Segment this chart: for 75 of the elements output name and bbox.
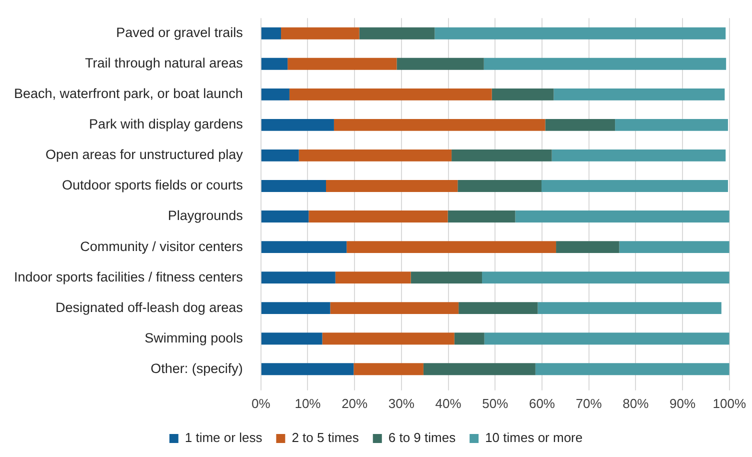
legend-label: 6 to 9 times (388, 430, 456, 446)
x-tick-label: 0% (251, 396, 271, 411)
bar (261, 272, 336, 284)
x-tick-label: 70% (576, 396, 602, 411)
y-tick-label: Other: (specify) (150, 360, 243, 376)
bar (288, 58, 397, 70)
bar (619, 241, 730, 253)
y-tick-label: Park with display gardens (89, 116, 244, 132)
bar (484, 332, 730, 345)
bar (308, 210, 448, 222)
x-tick-label: 30% (388, 396, 415, 411)
y-tick-label: Beach, waterfront park, or boat launch (14, 86, 243, 102)
y-tick-label: Swimming pools (144, 330, 244, 346)
y-tick-label: Paved or gravel trails (116, 25, 244, 40)
bar (554, 88, 725, 100)
bar (492, 88, 554, 100)
y-tick-label: Community / visitor centers (80, 238, 244, 254)
bar (535, 363, 730, 376)
y-tick-label: Designated off-leash dog areas (55, 300, 244, 315)
bar (448, 210, 516, 222)
bar (261, 150, 299, 162)
bar (423, 363, 536, 376)
x-tick-label: 50% (482, 396, 509, 411)
bar (261, 58, 288, 70)
bar (552, 150, 726, 162)
legend-label: 2 to 5 times (292, 430, 360, 446)
x-tick-label: 20% (342, 396, 368, 411)
x-tick-label: 80% (622, 396, 650, 411)
bar (261, 88, 290, 100)
bar (542, 180, 728, 192)
y-tick-label: Indoor sports facilities / fitness centers (14, 269, 244, 284)
bar (326, 180, 458, 192)
bar (261, 180, 326, 192)
bar (335, 272, 411, 284)
bar (261, 118, 334, 131)
bar (484, 58, 726, 70)
x-tick-label: 10% (294, 396, 322, 411)
bar (261, 27, 282, 40)
y-tick-label: Outdoor sports fields or courts (62, 178, 244, 193)
bar (458, 180, 542, 192)
bar (410, 272, 482, 284)
y-tick-label: Playgrounds (168, 208, 244, 224)
bar (359, 27, 435, 40)
bar (330, 302, 459, 314)
bar (298, 150, 452, 162)
bar (538, 302, 722, 314)
bar (322, 332, 454, 345)
legend-label: 1 time or less (184, 430, 263, 446)
bar (261, 210, 309, 222)
y-tick-label: Open areas for unstructured play (46, 147, 244, 162)
x-tick-label: 100% (712, 396, 746, 411)
bar (556, 241, 620, 253)
bar (334, 118, 546, 131)
bar (515, 210, 730, 222)
bar (458, 302, 538, 314)
bar (482, 272, 730, 284)
bar (281, 27, 360, 40)
bar (396, 58, 484, 70)
bar (454, 332, 484, 345)
bar (434, 27, 726, 40)
y-tick-label: Trail through natural areas (85, 56, 244, 71)
x-tick-label: 90% (670, 396, 696, 411)
bar (346, 241, 556, 253)
x-tick-label: 60% (528, 396, 556, 411)
bar (261, 241, 347, 253)
bar (615, 118, 728, 131)
bar (354, 363, 424, 376)
bar (261, 332, 322, 345)
bar (261, 363, 354, 376)
bar (545, 118, 616, 131)
bar (289, 88, 492, 100)
bar (261, 302, 330, 314)
bar (452, 150, 552, 162)
x-tick-label: 40% (435, 396, 462, 411)
legend-label: 10 times or more (485, 430, 583, 446)
